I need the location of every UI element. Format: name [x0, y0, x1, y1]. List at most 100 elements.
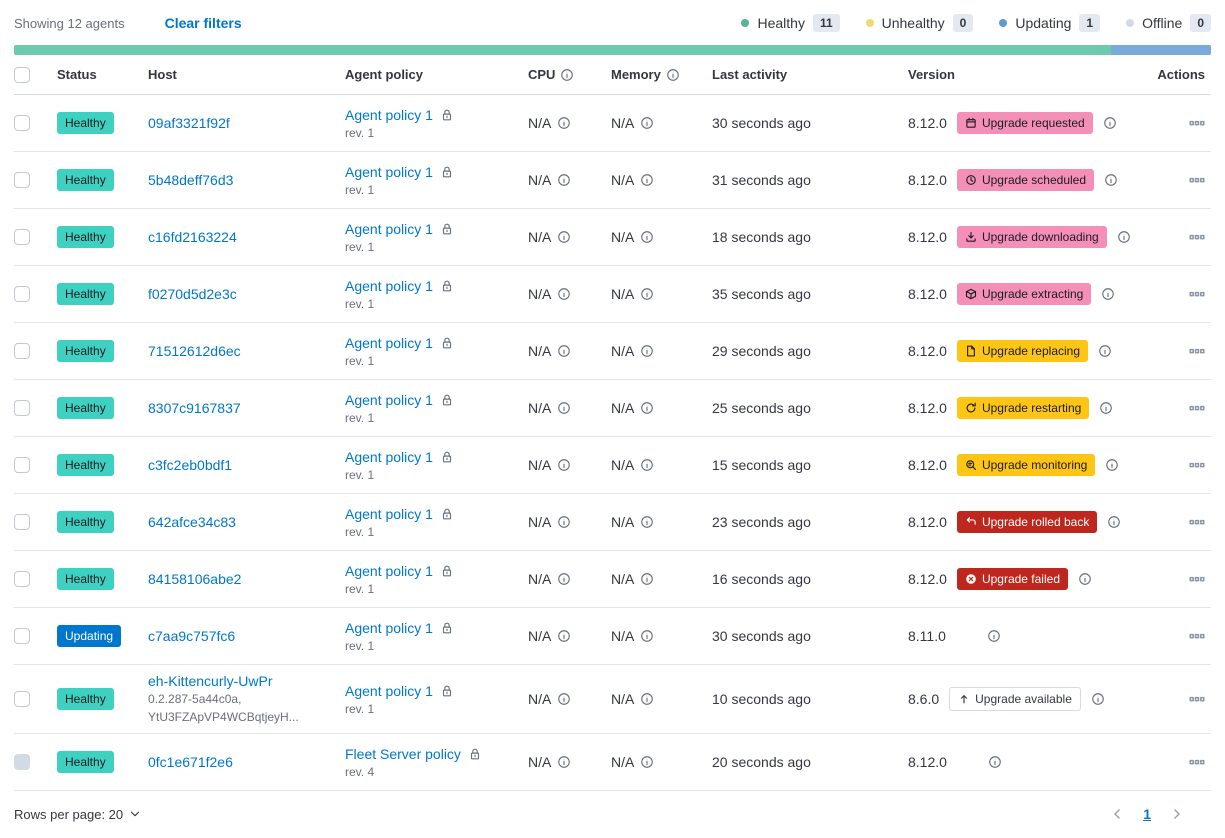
memory-na-info-icon[interactable] [640, 629, 654, 643]
agent-policy-link[interactable]: Fleet Server policy [345, 745, 461, 762]
memory-na-info-icon[interactable] [640, 401, 654, 415]
row-checkbox[interactable] [14, 343, 30, 359]
table-row: Healthy f0270d5d2e3c Agent policy 1 rev.… [14, 266, 1211, 323]
upgrade-info-icon[interactable] [1091, 692, 1105, 706]
upgrade-badge-label: Upgrade monitoring [981, 458, 1088, 472]
cpu-na-info-icon[interactable] [557, 692, 571, 706]
cpu-na-info-icon[interactable] [557, 173, 571, 187]
host-link[interactable]: c3fc2eb0bdf1 [148, 457, 233, 473]
cpu-value: N/A [528, 571, 552, 587]
cpu-na-info-icon[interactable] [557, 116, 571, 130]
row-actions-button[interactable] [1189, 691, 1205, 707]
row-actions-button[interactable] [1189, 343, 1205, 359]
row-checkbox[interactable] [14, 628, 30, 644]
host-link[interactable]: c7aa9c757fc6 [148, 628, 236, 644]
memory-na-info-icon[interactable] [640, 458, 654, 472]
memory-na-info-icon[interactable] [640, 344, 654, 358]
upgrade-info-icon[interactable] [1101, 287, 1115, 301]
memory-na-info-icon[interactable] [640, 572, 654, 586]
agent-policy-link[interactable]: Agent policy 1 [345, 562, 433, 579]
cpu-na-info-icon[interactable] [557, 230, 571, 244]
cpu-na-info-icon[interactable] [557, 572, 571, 586]
row-actions-button[interactable] [1189, 514, 1205, 530]
cpu-na-info-icon[interactable] [557, 344, 571, 358]
cpu-info-icon[interactable] [560, 68, 574, 82]
agent-policy-link[interactable]: Agent policy 1 [345, 505, 433, 522]
row-actions-button[interactable] [1189, 571, 1205, 587]
upgrade-info-icon[interactable] [1078, 572, 1092, 586]
row-actions-button[interactable] [1189, 172, 1205, 188]
row-checkbox[interactable] [14, 457, 30, 473]
rows-per-page-button[interactable]: Rows per page: 20 [14, 807, 142, 822]
row-actions-button[interactable] [1189, 400, 1205, 416]
select-all-checkbox[interactable] [14, 66, 30, 83]
agent-policy-link[interactable]: Agent policy 1 [345, 334, 433, 351]
upgrade-info-icon[interactable] [1104, 173, 1118, 187]
row-actions-button[interactable] [1189, 457, 1205, 473]
upgrade-info-icon[interactable] [987, 629, 1001, 643]
memory-na-info-icon[interactable] [640, 230, 654, 244]
memory-na-info-icon[interactable] [640, 515, 654, 529]
memory-na-info-icon[interactable] [640, 173, 654, 187]
cpu-na-info-icon[interactable] [557, 401, 571, 415]
host-link[interactable]: 0fc1e671f2e6 [148, 754, 233, 770]
row-checkbox [14, 754, 30, 770]
upgrade-info-icon[interactable] [988, 755, 1002, 769]
lock-icon [440, 507, 454, 521]
table-row: Healthy 84158106abe2 Agent policy 1 rev.… [14, 551, 1211, 608]
host-link[interactable]: 84158106abe2 [148, 571, 242, 587]
row-checkbox[interactable] [14, 571, 30, 587]
row-actions-button[interactable] [1189, 229, 1205, 245]
row-actions-button[interactable] [1189, 115, 1205, 131]
agent-policy-link[interactable]: Agent policy 1 [345, 220, 433, 237]
host-link[interactable]: c16fd2163224 [148, 229, 237, 245]
upgrade-info-icon[interactable] [1103, 116, 1117, 130]
host-link[interactable]: 5b48deff76d3 [148, 172, 234, 188]
row-checkbox[interactable] [14, 400, 30, 416]
agent-policy-link[interactable]: Agent policy 1 [345, 448, 433, 465]
upgrade-info-icon[interactable] [1098, 344, 1112, 358]
cpu-na-info-icon[interactable] [557, 755, 571, 769]
upgrade-info-icon[interactable] [1105, 458, 1119, 472]
agent-policy-link[interactable]: Agent policy 1 [345, 619, 433, 636]
row-checkbox[interactable] [14, 115, 30, 131]
cpu-na-info-icon[interactable] [557, 458, 571, 472]
agent-policy-link[interactable]: Agent policy 1 [345, 682, 433, 699]
upgrade-info-icon[interactable] [1107, 515, 1121, 529]
page-number-button[interactable]: 1 [1143, 806, 1151, 822]
memory-na-info-icon[interactable] [640, 287, 654, 301]
row-checkbox[interactable] [14, 229, 30, 245]
row-checkbox[interactable] [14, 172, 30, 188]
agent-policy-link[interactable]: Agent policy 1 [345, 106, 433, 123]
memory-na-info-icon[interactable] [640, 755, 654, 769]
version-value: 8.12.0 [908, 115, 947, 131]
host-link[interactable]: 71512612d6ec [148, 343, 241, 359]
row-actions-button[interactable] [1189, 286, 1205, 302]
host-link[interactable]: f0270d5d2e3c [148, 286, 237, 302]
cpu-na-info-icon[interactable] [557, 287, 571, 301]
row-actions-button[interactable] [1189, 628, 1205, 644]
agent-policy-link[interactable]: Agent policy 1 [345, 391, 433, 408]
agent-policy-link[interactable]: Agent policy 1 [345, 163, 433, 180]
cpu-na-info-icon[interactable] [557, 515, 571, 529]
row-actions-button[interactable] [1189, 754, 1205, 770]
cpu-na-info-icon[interactable] [557, 629, 571, 643]
previous-page-button[interactable] [1109, 806, 1125, 822]
agent-policy-link[interactable]: Agent policy 1 [345, 277, 433, 294]
memory-info-icon[interactable] [666, 68, 680, 82]
memory-na-info-icon[interactable] [640, 692, 654, 706]
host-link[interactable]: 09af3321f92f [148, 115, 230, 131]
host-link[interactable]: 642afce34c83 [148, 514, 236, 530]
memory-na-info-icon[interactable] [640, 116, 654, 130]
cpu-value: N/A [528, 343, 552, 359]
row-checkbox[interactable] [14, 286, 30, 302]
upgrade-info-icon[interactable] [1117, 230, 1131, 244]
next-page-button[interactable] [1169, 806, 1185, 822]
policy-revision: rev. 1 [345, 701, 375, 716]
upgrade-info-icon[interactable] [1099, 401, 1113, 415]
row-checkbox[interactable] [14, 514, 30, 530]
host-link[interactable]: eh-Kittencurly-UwPr [148, 673, 273, 689]
host-link[interactable]: 8307c9167837 [148, 400, 241, 416]
clear-filters-link[interactable]: Clear filters [164, 15, 242, 31]
row-checkbox[interactable] [14, 691, 30, 707]
